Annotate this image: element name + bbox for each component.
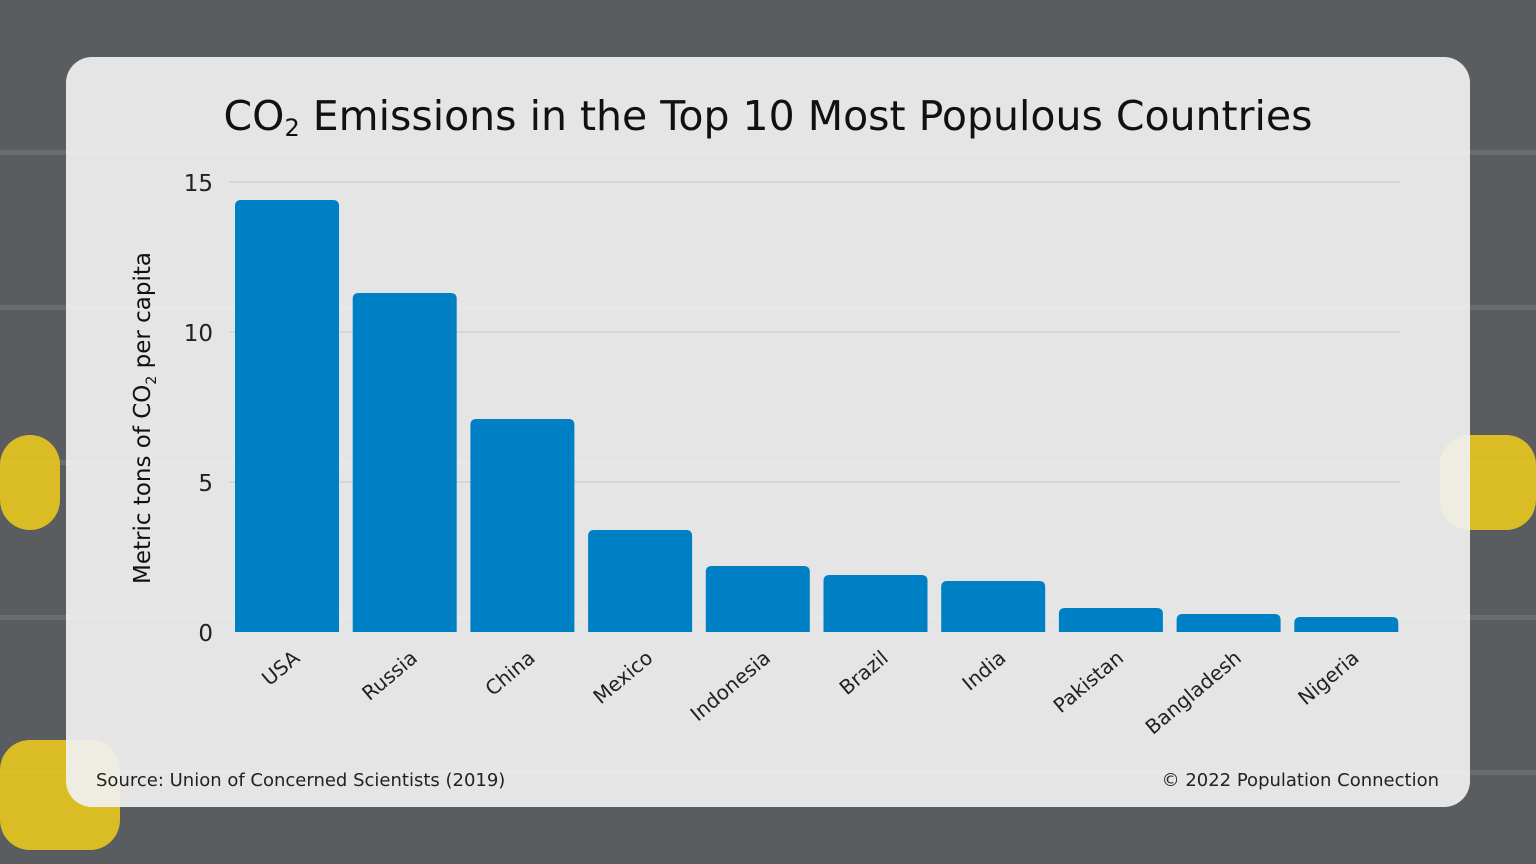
- bar-brazil: [823, 575, 928, 632]
- copyright-note: © 2022 Population Connection: [1161, 770, 1439, 791]
- x-tick-label: USA: [257, 645, 304, 690]
- x-tick-label: India: [957, 645, 1010, 695]
- source-note: Source: Union of Concerned Scientists (2…: [96, 770, 506, 791]
- bar-russia: [352, 293, 457, 632]
- chart-title: CO2 Emissions in the Top 10 Most Populou…: [223, 92, 1313, 142]
- y-tick-label: 5: [198, 471, 213, 497]
- background-photo-car: [0, 435, 60, 530]
- x-tick-label: Mexico: [588, 645, 657, 708]
- y-tick-label: 10: [184, 321, 213, 347]
- x-tick-label: Bangladesh: [1141, 645, 1246, 739]
- x-tick-label: Pakistan: [1049, 645, 1129, 717]
- y-tick-label: 0: [198, 621, 213, 647]
- bar-pakistan: [1058, 608, 1163, 632]
- bar-indonesia: [705, 566, 810, 632]
- bar-india: [941, 581, 1046, 632]
- bar-nigeria: [1294, 617, 1399, 632]
- y-tick-label: 15: [184, 171, 213, 197]
- x-tick-label: Nigeria: [1293, 645, 1363, 709]
- bar-bangladesh: [1176, 614, 1281, 632]
- bar-usa: [235, 200, 339, 632]
- x-tick-label: China: [480, 645, 539, 700]
- bar-china: [470, 419, 575, 632]
- x-tick-label: Russia: [357, 645, 422, 705]
- x-tick-label: Indonesia: [685, 645, 775, 726]
- bar-mexico: [588, 530, 693, 632]
- x-tick-label: Brazil: [835, 645, 893, 699]
